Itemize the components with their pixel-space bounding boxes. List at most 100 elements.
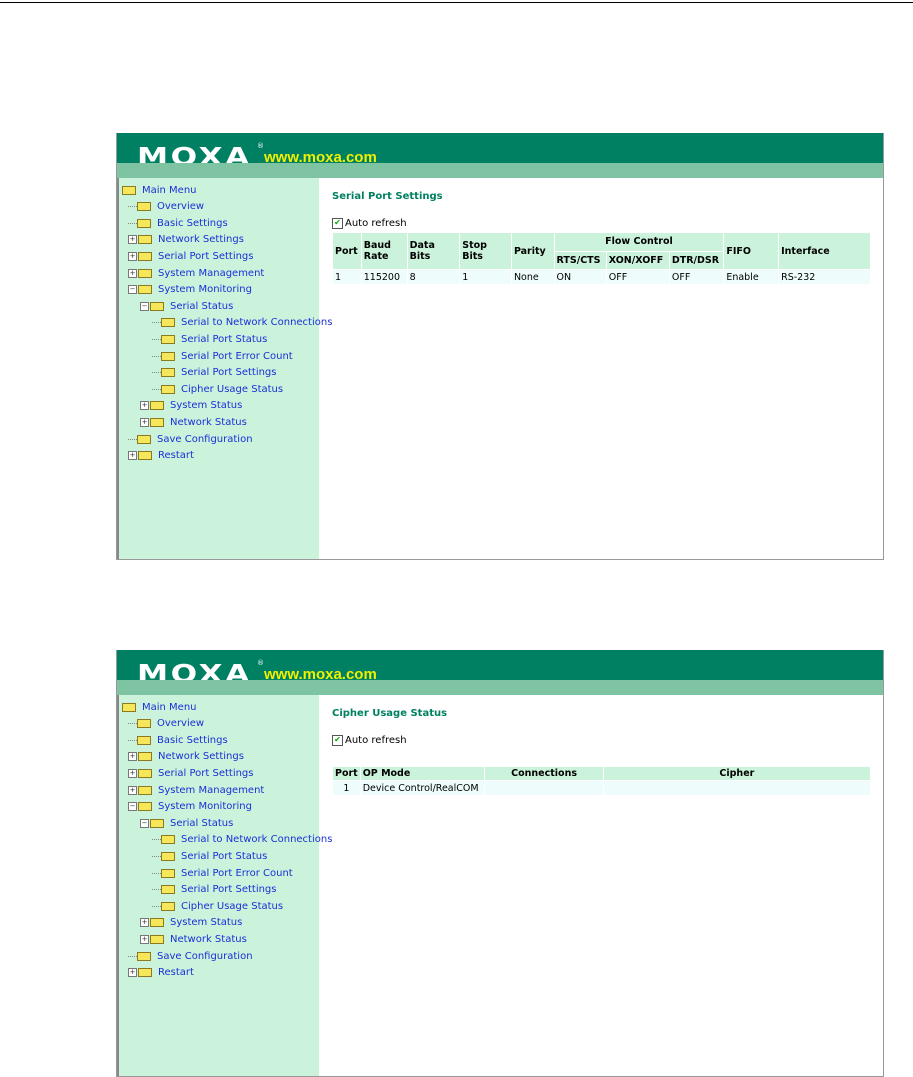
- sidebar-item-serial-port-settings[interactable]: Serial Port Settings: [152, 882, 277, 898]
- sidebar-item-system-monitoring[interactable]: − System Monitoring: [128, 282, 252, 298]
- folder-icon: [161, 901, 175, 911]
- sidebar-item-main-menu[interactable]: Main Menu: [122, 699, 197, 715]
- sidebar-item-cipher-usage-status[interactable]: Cipher Usage Status: [152, 898, 283, 914]
- folder-icon: [161, 868, 175, 878]
- tree-line: [128, 739, 137, 741]
- tree-line: [152, 839, 161, 841]
- sidebar-item-system-status[interactable]: + System Status: [140, 915, 242, 931]
- auto-refresh-checkbox[interactable]: ✔ Auto refresh: [332, 735, 407, 746]
- collapse-icon[interactable]: −: [140, 301, 149, 311]
- sidebar-item-main-menu[interactable]: Main Menu: [122, 182, 197, 198]
- sidebar-item-system-management[interactable]: + System Management: [128, 782, 264, 798]
- tree-line: [152, 322, 161, 324]
- folder-open-icon: [138, 285, 152, 295]
- expand-icon[interactable]: +: [128, 251, 137, 261]
- moxa-url: www.moxa.com: [264, 149, 377, 166]
- column-header: Parity: [511, 233, 554, 269]
- expand-icon[interactable]: +: [140, 934, 149, 944]
- folder-icon: [161, 851, 175, 861]
- sidebar-item-label: Serial Port Settings: [158, 250, 254, 262]
- page-title: Cipher Usage Status: [332, 708, 448, 719]
- sidebar-item-network-settings[interactable]: + Network Settings: [128, 232, 244, 248]
- sidebar-item-serial-status[interactable]: − Serial Status: [140, 815, 233, 831]
- sidebar-item-system-monitoring[interactable]: − System Monitoring: [128, 799, 252, 815]
- expand-icon[interactable]: +: [140, 401, 149, 411]
- table-cell: ON: [554, 270, 606, 284]
- sidebar-item-label: Main Menu: [142, 184, 197, 196]
- sidebar-item-serial-port-settings[interactable]: + Serial Port Settings: [128, 248, 254, 264]
- table-header-row: RTS/CTS XON/XOFF DTR/DSR: [333, 251, 870, 269]
- main-content: Serial Port Settings ✔ Auto refresh Port…: [318, 178, 883, 559]
- sidebar-item-serial-to-network-connections[interactable]: Serial to Network Connections: [152, 832, 332, 848]
- expand-icon[interactable]: +: [128, 785, 137, 795]
- sidebar-item-overview[interactable]: Overview: [128, 199, 204, 215]
- page-title: Serial Port Settings: [332, 191, 443, 202]
- sidebar-item-basic-settings[interactable]: Basic Settings: [128, 732, 228, 748]
- collapse-icon[interactable]: −: [128, 285, 137, 295]
- column-header: Cipher: [603, 767, 870, 780]
- sidebar-item-network-status[interactable]: + Network Status: [140, 414, 247, 430]
- sidebar-item-serial-to-network-connections[interactable]: Serial to Network Connections: [152, 315, 332, 331]
- table-cell: OFF: [669, 270, 724, 284]
- sidebar-item-serial-port-status[interactable]: Serial Port Status: [152, 848, 267, 864]
- expand-icon[interactable]: +: [128, 752, 137, 762]
- column-header: FIFO: [724, 233, 779, 269]
- sidebar-item-label: System Monitoring: [158, 801, 252, 813]
- sidebar-item-label: Cipher Usage Status: [181, 383, 284, 395]
- sidebar-item-label: Serial to Network Connections: [181, 317, 333, 329]
- sidebar-item-label: Serial Status: [170, 817, 234, 829]
- expand-icon[interactable]: +: [128, 768, 137, 778]
- sidebar-item-serial-port-error-count[interactable]: Serial Port Error Count: [152, 865, 293, 881]
- sidebar-item-system-management[interactable]: + System Management: [128, 265, 264, 281]
- expand-icon[interactable]: +: [128, 235, 137, 245]
- sidebar-item-serial-port-settings[interactable]: Serial Port Settings: [152, 365, 277, 381]
- auto-refresh-checkbox[interactable]: ✔ Auto refresh: [332, 218, 407, 229]
- sidebar-item-save-configuration[interactable]: Save Configuration: [128, 431, 253, 447]
- sidebar-item-overview[interactable]: Overview: [128, 716, 204, 732]
- tagline-strip: ⋙ Total Solution for Industrial Wireless…: [117, 163, 883, 207]
- expand-icon[interactable]: +: [140, 417, 149, 427]
- expand-icon[interactable]: +: [128, 268, 137, 278]
- table-header-row: Port Baud Rate Data Bits Stop Bits Parity Flo…: [333, 233, 870, 269]
- tree-line: [128, 723, 137, 725]
- tagline-strip: ⋙ Total Solution for Industrial Wireless…: [117, 680, 883, 724]
- table-cell: 1: [333, 781, 360, 795]
- checkbox-checked-icon[interactable]: ✔: [332, 218, 343, 229]
- sidebar-item-restart[interactable]: + Restart: [128, 965, 194, 981]
- sidebar-item-label: System Status: [170, 400, 243, 412]
- folder-icon: [161, 351, 175, 361]
- sidebar-item-label: Network Settings: [158, 234, 244, 246]
- sidebar-item-network-settings[interactable]: + Network Settings: [128, 749, 244, 765]
- checkbox-checked-icon[interactable]: ✔: [332, 735, 343, 746]
- sidebar-item-cipher-usage-status[interactable]: Cipher Usage Status: [152, 381, 283, 397]
- sidebar-item-label: System Monitoring: [158, 284, 252, 296]
- expand-icon[interactable]: +: [140, 918, 149, 928]
- table-cell: 1: [333, 270, 361, 284]
- collapse-icon[interactable]: −: [128, 802, 137, 812]
- sidebar-item-label: Serial Port Status: [181, 850, 268, 862]
- auto-refresh-label: Auto refresh: [345, 218, 407, 229]
- table-cell: [603, 781, 870, 795]
- sidebar-item-save-configuration[interactable]: Save Configuration: [128, 948, 253, 964]
- sidebar-item-system-status[interactable]: + System Status: [140, 398, 242, 414]
- expand-icon[interactable]: +: [128, 451, 137, 461]
- folder-icon: [138, 968, 152, 978]
- sidebar-item-network-status[interactable]: + Network Status: [140, 931, 247, 947]
- column-header: Data Bits: [407, 233, 460, 269]
- folder-icon: [161, 835, 175, 845]
- registered-mark: ®: [257, 659, 264, 667]
- expand-icon[interactable]: +: [128, 968, 137, 978]
- folder-icon: [137, 719, 151, 729]
- sidebar-item-serial-status[interactable]: − Serial Status: [140, 298, 233, 314]
- sidebar-item-label: Serial to Network Connections: [181, 834, 333, 846]
- sidebar-item-serial-port-error-count[interactable]: Serial Port Error Count: [152, 348, 293, 364]
- screenshot-serial-port-settings: MOXA ® www.moxa.com ⋙ Total Solution for…: [116, 133, 884, 560]
- folder-icon: [138, 251, 152, 261]
- sidebar-item-basic-settings[interactable]: Basic Settings: [128, 215, 228, 231]
- sidebar-item-serial-port-settings[interactable]: + Serial Port Settings: [128, 765, 254, 781]
- sidebar-item-restart[interactable]: + Restart: [128, 448, 194, 464]
- collapse-icon[interactable]: −: [140, 818, 149, 828]
- sidebar-item-label: Save Configuration: [157, 950, 253, 962]
- folder-icon: [138, 785, 152, 795]
- sidebar-item-serial-port-status[interactable]: Serial Port Status: [152, 331, 267, 347]
